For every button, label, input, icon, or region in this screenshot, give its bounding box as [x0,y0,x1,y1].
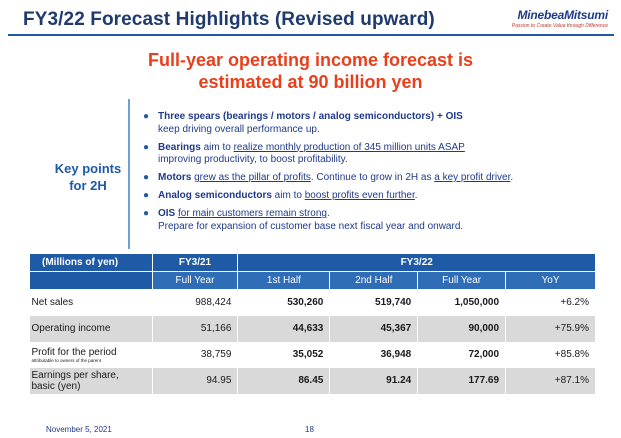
row-label: Net sales [29,289,153,316]
bullet-line-2: Prepare for expansion of customer base n… [158,220,464,232]
bullet-dot-icon: ● [143,172,150,183]
row-label: Earnings per share, basic (yen) [29,367,153,394]
table-row: Earnings per share, basic (yen) 94.95 86… [29,367,596,394]
bullet-bold: Analog semiconductors [158,190,272,201]
bullet-text: aim to [200,141,234,153]
headline: Full-year operating income forecast is e… [0,49,621,93]
title-underline [8,34,614,36]
row-label: Operating income [29,315,153,342]
cell-full-year: 1,050,000 [417,289,507,316]
company-logo: MinebeaMitsumi Passion to Create Value t… [480,8,608,29]
cell-second-half: 36,948 [329,341,419,368]
headline-line-2: estimated at 90 billion yen [198,72,423,92]
second-half-header: 2nd Half [329,271,419,290]
cell-fy21: 94.95 [152,367,239,394]
cell-full-year: 177.69 [417,367,507,394]
cell-first-half: 86.45 [237,367,331,394]
cell-first-half: 44,633 [237,315,331,342]
bullet-underlined: grew as the pillar of profits [194,172,311,183]
cell-fy21: 988,424 [152,289,239,316]
bullet-bold: Motors [158,172,192,183]
bullet-line-2: improving productivity, to boost profita… [158,154,348,165]
vertical-divider [128,99,130,249]
row-label-main: Earnings per share, [31,369,119,381]
bullet-text: . [414,190,418,201]
page-title: FY3/22 Forecast Highlights (Revised upwa… [23,9,435,30]
bullet-text: . [326,208,330,219]
headline-line-1: Full-year operating income forecast is [147,50,474,70]
cell-fy21: 38,759 [152,341,239,368]
cell-yoy: +85.8% [505,341,596,368]
table-row: Operating income 51,166 44,633 45,367 90… [29,315,596,342]
cell-yoy: +6.2% [505,289,596,316]
table-row: Profit for the period attributable to ow… [29,341,596,368]
footer-date: November 5, 2021 [46,425,112,434]
unit-label-header: (Millions of yen) [29,253,153,272]
logo-tagline: Passion to Create Value through Differen… [511,23,608,29]
financial-table: (Millions of yen) FY3/21 FY3/22 Full Yea… [29,253,596,394]
bullet-text: . [510,172,514,183]
cell-yoy: +75.9% [505,315,596,342]
cell-yoy: +87.1% [505,367,596,394]
table-row: Net sales 988,424 530,260 519,740 1,050,… [29,289,596,316]
cell-second-half: 519,740 [329,289,419,316]
key-points-label: Key points for 2H [40,160,136,194]
bullet-item: ● Analog semiconductors aim to boost pro… [143,190,613,203]
cell-first-half: 530,260 [237,289,331,316]
cell-first-half: 35,052 [237,341,331,368]
empty-header-cell [29,271,153,290]
bullet-underlined: a key profit driver [434,172,511,183]
cell-full-year: 90,000 [417,315,507,342]
first-half-header: 1st Half [237,271,331,290]
bullet-text: . Continue to grow in 2H as [310,172,435,183]
bullet-dot-icon: ● [143,190,150,201]
fy22-header: FY3/22 [237,253,596,272]
bullet-line-2: keep driving overall performance up. [158,123,320,135]
key-points-label-line-1: Key points [54,161,122,176]
page-number: 18 [305,425,314,434]
bullet-text: aim to [271,190,305,201]
full-year-forecast-header: Full Year [417,271,507,290]
bullet-dot-icon: ● [143,111,150,122]
key-points-label-line-2: for 2H [69,178,107,193]
bullet-bold: Three spears (bearings / motors / analog… [158,111,463,122]
bullet-dot-icon: ● [143,208,150,219]
bullet-item: ● Motors grew as the pillar of profits. … [143,172,613,185]
row-label-line-2: basic (yen) [31,380,81,392]
cell-full-year: 72,000 [417,341,507,368]
cell-second-half: 91.24 [329,367,419,394]
full-year-header: Full Year [151,271,239,290]
row-label-main: Profit for the period [31,346,117,358]
cell-fy21: 51,166 [152,315,239,342]
bullet-underlined: for main customers remain strong [178,208,327,219]
key-points-list: ● Three spears (bearings / motors / anal… [143,111,613,239]
bullet-underlined: boost profits even further [304,190,415,201]
bullet-underlined: realize monthly production of 345 millio… [233,141,465,153]
bullet-item: ● Bearings aim to realize monthly produc… [143,142,613,167]
bullet-dot-icon: ● [143,141,150,153]
row-label-note: attributable to owners of the parent [31,357,102,363]
logo-name: MinebeaMitsumi [517,8,608,22]
yoy-header: YoY [505,271,596,290]
bullet-bold: Bearings [158,141,201,153]
cell-second-half: 45,367 [329,315,419,342]
bullet-item: ● OIS for main customers remain strong. … [143,208,613,233]
fy21-header: FY3/21 [151,253,239,272]
row-label: Profit for the period attributable to ow… [29,341,153,368]
bullet-item: ● Three spears (bearings / motors / anal… [143,111,613,136]
bullet-bold: OIS [158,208,176,219]
